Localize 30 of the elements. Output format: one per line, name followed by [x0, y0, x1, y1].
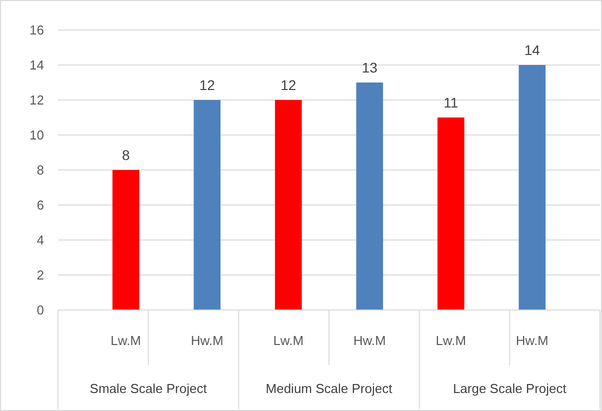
text: Large Scale Project [452, 381, 567, 396]
x-tick-label: Lw.M [110, 333, 142, 348]
y-tick-label: 0 [36, 302, 44, 318]
bar [518, 65, 546, 310]
text: Smale Scale Project [90, 381, 208, 396]
x-tick-label: Lw.M [273, 333, 304, 348]
y-tick-label: 6 [36, 198, 44, 213]
y-tick-label: 4 [36, 232, 44, 248]
data-label: 11 [444, 94, 458, 110]
text: Medium Scale Project [266, 381, 393, 396]
data-label: 14 [524, 42, 540, 58]
x-tick-label: Hw.M [353, 333, 386, 348]
bar [112, 170, 140, 310]
y-tick-label: 16 [30, 22, 44, 38]
data-label: 8 [122, 147, 130, 163]
x-tick-label: Lw.M [436, 333, 466, 348]
y-tick-label: 2 [36, 268, 44, 283]
data-label: 13 [362, 60, 378, 76]
data-label: 12 [199, 77, 216, 93]
y-tick-label: 12 [30, 92, 44, 108]
x-tick-label: Hw.M [190, 333, 224, 348]
bar [194, 100, 221, 310]
data-label: 12 [280, 77, 296, 93]
bar [356, 82, 384, 310]
y-tick-label: 8 [36, 162, 44, 178]
y-tick-label: 10 [30, 128, 44, 143]
x-tick-label: Hw.M [516, 333, 548, 348]
bar [437, 118, 464, 310]
bar [274, 100, 302, 310]
y-tick-label: 14 [30, 58, 44, 73]
